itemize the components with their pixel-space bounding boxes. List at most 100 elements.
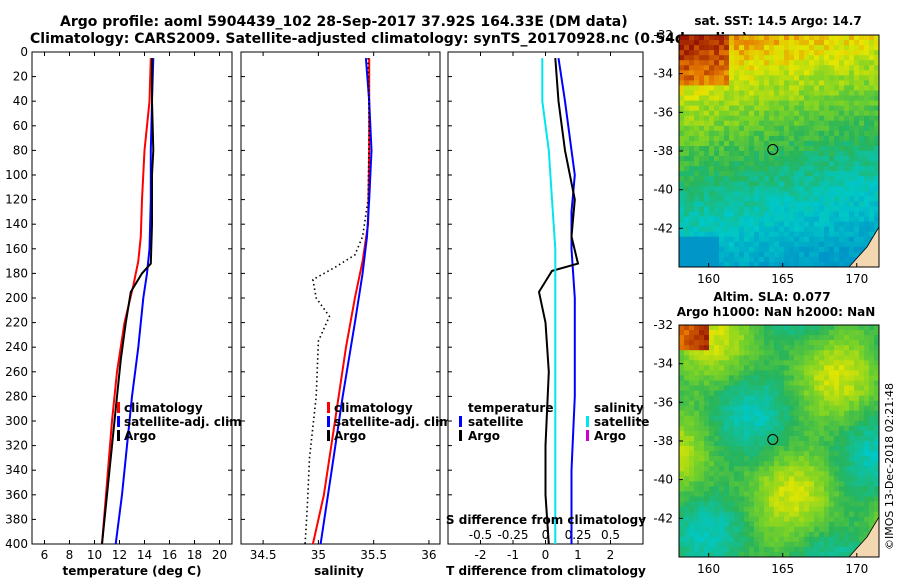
map-cell xyxy=(789,425,795,432)
map-cell xyxy=(814,521,820,528)
map-cell xyxy=(749,50,755,56)
map-cell xyxy=(724,536,730,543)
map-cell xyxy=(724,375,730,381)
map-cell xyxy=(799,45,805,51)
map-cell xyxy=(709,471,715,477)
map-cell xyxy=(739,110,745,117)
map-cell xyxy=(779,80,785,86)
map-cell xyxy=(714,45,720,51)
map-cell xyxy=(849,511,855,518)
map-cell xyxy=(754,35,760,41)
map-cell xyxy=(799,446,805,452)
map-cell xyxy=(794,60,800,66)
map-cell xyxy=(764,451,770,457)
map-cell xyxy=(809,186,815,192)
map-cell xyxy=(754,552,760,557)
map-cell xyxy=(729,120,735,127)
map-cell xyxy=(724,241,730,248)
map-cell xyxy=(829,140,835,147)
map-cell xyxy=(704,516,710,523)
map-cell xyxy=(764,55,770,61)
map-cell xyxy=(809,241,815,248)
map-cell xyxy=(844,420,850,427)
map-cell xyxy=(769,461,775,467)
map-cell xyxy=(684,420,690,427)
map-cell xyxy=(729,181,735,187)
map-cell xyxy=(864,211,870,218)
map-cell xyxy=(789,355,795,361)
map-cell xyxy=(829,486,835,492)
map-cell xyxy=(849,75,855,81)
map-cell xyxy=(699,206,705,213)
map-cell xyxy=(834,335,840,341)
map-cell xyxy=(809,166,815,172)
map-cell xyxy=(704,430,710,437)
map-cell xyxy=(749,125,755,132)
depth-tick-label: 200 xyxy=(5,291,28,305)
map-cell xyxy=(699,521,705,528)
map-cell xyxy=(749,325,755,331)
map-cell xyxy=(854,120,860,127)
map-cell xyxy=(749,546,755,553)
map-cell xyxy=(684,216,690,223)
map-cell xyxy=(859,471,865,477)
map-cell xyxy=(819,251,825,258)
map-cell xyxy=(724,410,730,417)
map-cell xyxy=(874,176,879,182)
map-cell xyxy=(804,365,810,371)
map-cell xyxy=(699,536,705,543)
map-cell xyxy=(744,546,750,553)
map-cell xyxy=(819,246,825,253)
map-cell xyxy=(819,425,825,432)
map-cell xyxy=(824,191,830,197)
map-cell xyxy=(844,501,850,508)
map-cell xyxy=(724,166,730,172)
map-cell xyxy=(689,385,695,392)
map-cell xyxy=(839,546,845,553)
map-cell xyxy=(764,415,770,422)
map-cell xyxy=(704,501,710,508)
map-cell xyxy=(769,40,775,46)
map-cell xyxy=(799,231,805,238)
map-cell xyxy=(804,60,810,66)
map-cell xyxy=(719,552,725,557)
map-cell xyxy=(819,85,825,91)
map-cell xyxy=(804,380,810,387)
map-cell xyxy=(774,400,780,407)
map-cell xyxy=(769,146,775,152)
map-cell xyxy=(789,501,795,508)
map-cell xyxy=(764,80,770,86)
map-cell xyxy=(774,236,780,243)
map-cell xyxy=(804,65,810,71)
map-cell xyxy=(734,206,740,213)
map-cell xyxy=(794,146,800,152)
map-cell xyxy=(744,85,750,91)
map-cell xyxy=(734,40,740,46)
map-cell xyxy=(679,375,685,381)
map-cell xyxy=(809,491,815,497)
map-cell xyxy=(799,360,805,366)
sst-map-axes: 160 165 170-32-34-36-38-40-42 xyxy=(653,28,868,286)
map-cell xyxy=(704,241,710,248)
map-cell xyxy=(729,221,735,228)
map-cell xyxy=(749,231,755,238)
map-cell xyxy=(769,130,775,137)
map-cell xyxy=(774,191,780,197)
map-cell xyxy=(724,55,730,61)
map-cell xyxy=(764,430,770,437)
map-cell xyxy=(724,171,730,177)
map-cell xyxy=(794,176,800,182)
map-cell xyxy=(839,541,845,548)
map-cell xyxy=(714,531,720,538)
map-cell xyxy=(809,476,815,482)
map-cell xyxy=(859,246,865,253)
map-cell xyxy=(849,456,855,462)
map-cell xyxy=(684,471,690,477)
map-cell xyxy=(739,430,745,437)
map-cell xyxy=(699,546,705,553)
map-cell xyxy=(839,395,845,402)
map-cell xyxy=(684,410,690,417)
map-cell xyxy=(799,496,805,503)
map-cell xyxy=(864,330,870,336)
map-cell xyxy=(739,171,745,177)
